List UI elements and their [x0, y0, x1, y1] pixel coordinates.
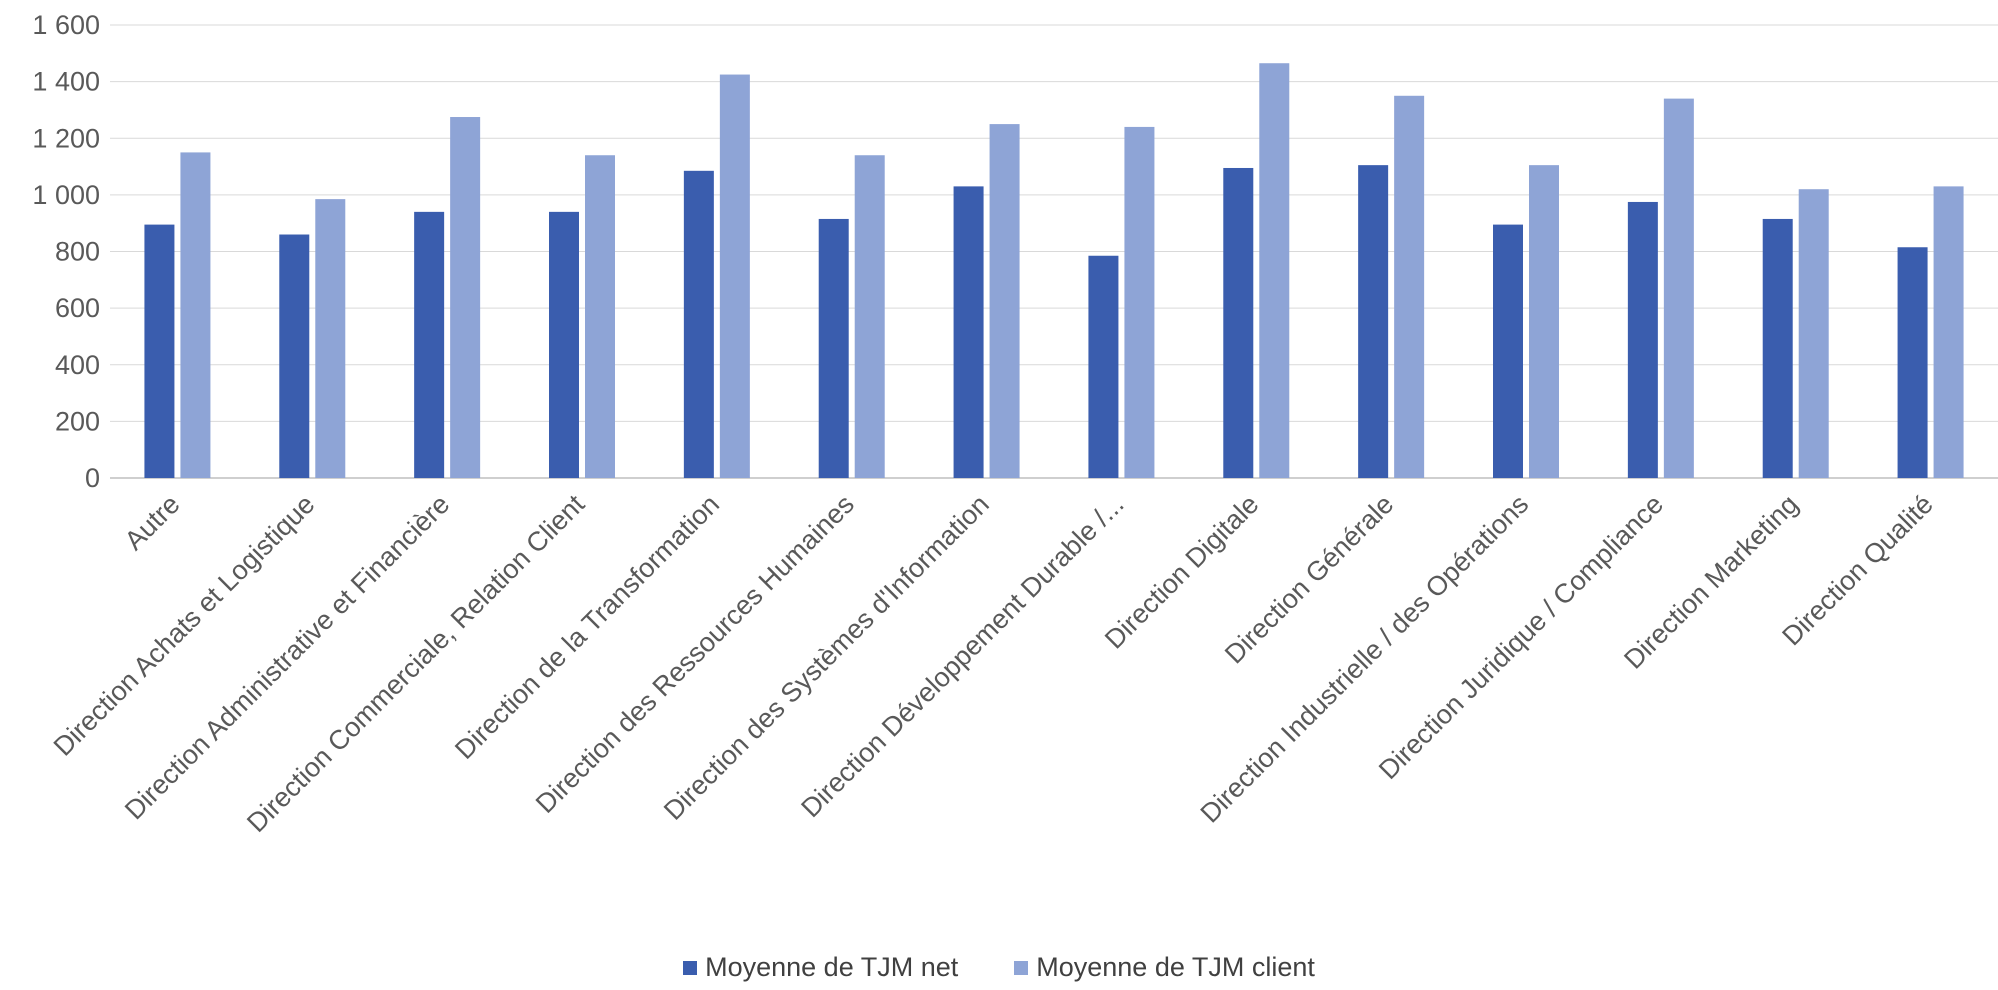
- x-tick-label: Direction Qualité: [1776, 489, 1938, 651]
- y-tick-label: 1 600: [32, 10, 100, 40]
- bar-tjm-net: [1493, 224, 1523, 478]
- y-tick-label: 800: [55, 237, 100, 267]
- bar-tjm-client: [1933, 186, 1964, 478]
- bar-tjm-net: [549, 211, 579, 479]
- x-tick-label: Autre: [119, 489, 186, 556]
- y-tick-label: 0: [85, 463, 100, 493]
- bar-tjm-net: [683, 170, 714, 478]
- bar-tjm-client: [585, 155, 615, 479]
- legend-swatch-net: [683, 960, 698, 975]
- bar-tjm-net: [414, 211, 445, 479]
- bar-tjm-client: [1798, 189, 1829, 478]
- bar-tjm-net: [1897, 247, 1928, 478]
- y-tick-label: 600: [55, 293, 100, 323]
- bar-tjm-client: [854, 155, 885, 479]
- bar-tjm-net: [1223, 167, 1254, 478]
- legend-label-net: Moyenne de TJM net: [705, 952, 959, 982]
- bar-tjm-net: [818, 218, 849, 479]
- legend-label-client: Moyenne de TJM client: [1036, 952, 1315, 982]
- x-tick-label: Direction Juridique / Compliance: [1373, 489, 1669, 785]
- legend-item-net: Moyenne de TJM net: [683, 952, 958, 983]
- gridlines: [110, 24, 1998, 479]
- y-tick-label: 400: [55, 350, 100, 380]
- y-tick-label: 200: [55, 406, 100, 436]
- legend-swatch-client: [1014, 960, 1029, 975]
- bar-tjm-client: [1124, 126, 1155, 479]
- y-tick-label: 1 200: [32, 123, 100, 153]
- bar-tjm-client: [1394, 95, 1425, 478]
- bar-tjm-net: [144, 224, 175, 478]
- bar-tjm-client: [180, 152, 211, 478]
- x-tick-label: Direction Achats et Logistique: [48, 489, 321, 762]
- y-axis: 0 200 400 600 800 1 000 1 200 1 400 1 600: [32, 10, 100, 493]
- x-tick-label: Direction de la Transformation: [449, 489, 725, 765]
- bar-tjm-client: [315, 199, 346, 478]
- bar-tjm-net: [1358, 165, 1389, 478]
- bar-tjm-net: [1627, 201, 1658, 478]
- bar-tjm-client: [1259, 63, 1290, 479]
- bar-tjm-client: [719, 74, 750, 478]
- bar-tjm-client: [450, 117, 481, 478]
- bar-tjm-client: [1529, 165, 1559, 478]
- legend-item-client: Moyenne de TJM client: [1014, 952, 1315, 983]
- legend: Moyenne de TJM net Moyenne de TJM client: [0, 952, 1998, 983]
- bar-tjm-net: [953, 186, 984, 478]
- bar-tjm-net: [1088, 255, 1119, 478]
- bars: [144, 63, 1964, 479]
- bar-tjm-net: [279, 234, 310, 478]
- bar-tjm-client: [1663, 98, 1694, 479]
- bar-tjm-client: [989, 124, 1020, 478]
- y-tick-label: 1 400: [32, 67, 100, 97]
- y-tick-label: 1 000: [32, 180, 100, 210]
- bar-tjm-net: [1762, 218, 1793, 479]
